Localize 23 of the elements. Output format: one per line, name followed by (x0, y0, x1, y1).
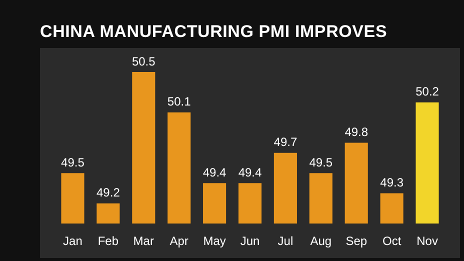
data-label: 49.4 (238, 165, 262, 180)
data-label: 49.8 (344, 125, 368, 140)
x-tick-label: May (203, 234, 226, 248)
x-tick-label: Sep (346, 234, 368, 248)
x-tick-label: Mar (133, 234, 154, 248)
x-tick-label: Oct (382, 234, 402, 248)
data-label: 49.2 (96, 186, 120, 200)
x-tick-label: Jan (63, 234, 82, 248)
chart-title: CHINA MANUFACTURING PMI IMPROVES (40, 22, 388, 42)
data-label: 50.5 (132, 54, 156, 68)
x-tick-label: Jun (240, 234, 260, 248)
x-tick-label: Apr (170, 234, 188, 248)
x-tick-label: Jul (278, 234, 294, 248)
x-tick-label: Feb (98, 234, 119, 248)
data-label: 49.3 (380, 176, 404, 190)
data-label: 50.2 (416, 84, 440, 99)
x-tick-label: Aug (310, 234, 332, 248)
data-label: 50.1 (167, 94, 192, 109)
data-label: 49.7 (274, 135, 298, 150)
data-label: 49.5 (61, 155, 85, 170)
data-label: 49.5 (309, 155, 333, 170)
x-tick-label: Nov (416, 234, 438, 248)
data-label: 49.4 (202, 165, 227, 180)
